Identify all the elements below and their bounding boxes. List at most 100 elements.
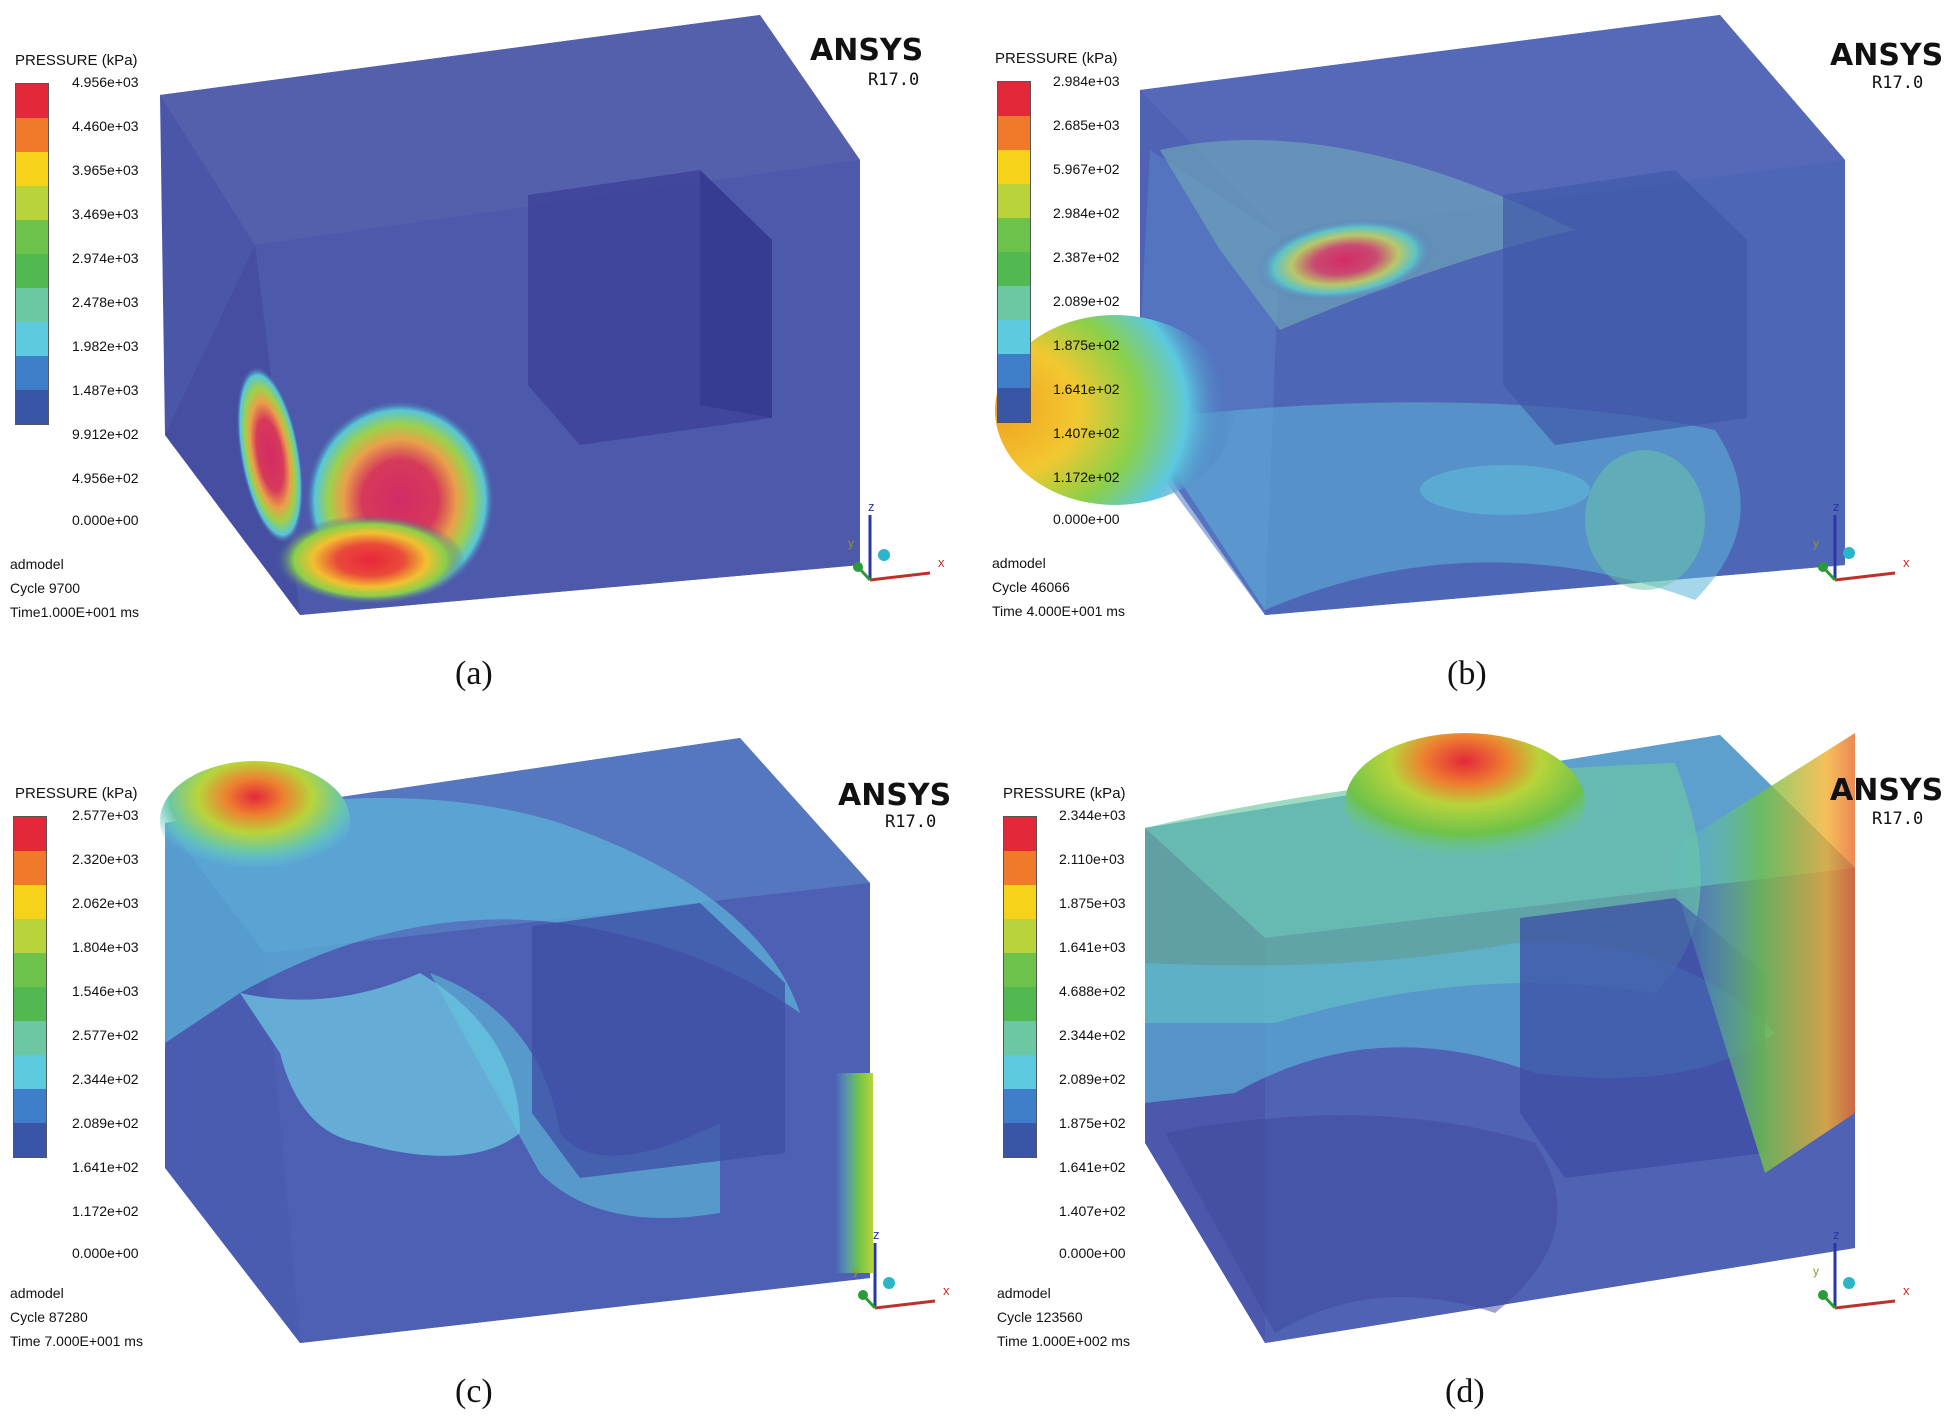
scale-tick: 2.478e+03 [72,294,139,310]
color-scale-bar [1003,816,1037,1158]
scale-tick: 2.577e+03 [72,807,139,823]
scale-tick: 1.875e+03 [1059,895,1126,911]
axis-x-label: x [938,555,945,570]
axis-z-label: z [1833,499,1840,514]
scale-tick: 2.974e+03 [72,250,139,266]
model-info: admodel Cycle 123560 Time 1.000E+002 ms [997,1281,1130,1353]
legend-title: PRESSURE (kPa) [995,50,1118,67]
cycle-label: Cycle 9700 [10,580,81,596]
scale-tick: 0.000e+00 [72,1245,139,1261]
version-label: R17.0 [1872,73,1924,93]
pressure-contour-scene-a [160,15,860,615]
cycle-label: Cycle 123560 [997,1309,1083,1325]
legend-title: PRESSURE (kPa) [1003,785,1126,802]
ansys-logo: ANSYS [810,33,924,68]
scale-tick: 1.407e+02 [1053,425,1120,441]
scale-tick: 2.089e+02 [1059,1071,1126,1087]
scale-tick: 1.172e+02 [72,1203,139,1219]
scale-tick: 2.344e+02 [72,1071,139,1087]
model-info: admodel Cycle 46066 Time 4.000E+001 ms [992,551,1125,623]
scale-tick: 5.967e+02 [1053,161,1120,177]
scale-tick: 1.641e+02 [1053,381,1120,397]
panel-b: PRESSURE (kPa) 2.984e+03 2.685e+03 5.967… [975,0,1950,713]
scale-tick: 2.577e+02 [72,1027,139,1043]
cycle-label: Cycle 46066 [992,579,1070,595]
scale-tick: 2.344e+03 [1059,807,1126,823]
scale-tick: 1.172e+02 [1053,469,1120,485]
scale-tick: 0.000e+00 [1053,511,1120,527]
model-name: admodel [992,555,1046,571]
scale-tick: 3.965e+03 [72,162,139,178]
axis-y-label: y [853,1264,859,1278]
scale-tick: 1.487e+03 [72,382,139,398]
figure-caption: (b) [1447,655,1487,692]
axis-triad-icon: z y x [1813,499,1910,582]
pressure-contour-scene-d [1145,733,1855,1343]
model-info: admodel Cycle 87280 Time 7.000E+001 ms [10,1281,143,1353]
legend-title: PRESSURE (kPa) [15,785,138,802]
figure-caption: (c) [455,1373,493,1410]
scale-tick: 0.000e+00 [1059,1245,1126,1261]
scale-tick: 2.110e+03 [1059,851,1125,867]
ansys-logo: ANSYS [1830,773,1944,808]
scale-tick: 1.407e+02 [1059,1203,1126,1219]
time-label: Time 1.000E+002 ms [997,1333,1130,1349]
scale-tick: 1.641e+02 [72,1159,139,1175]
figure-caption: (a) [455,655,493,692]
cycle-label: Cycle 87280 [10,1309,88,1325]
scale-tick: 1.875e+02 [1059,1115,1126,1131]
scale-tick: 1.982e+03 [72,338,139,354]
ansys-logo: ANSYS [1830,38,1944,73]
axis-z-label: z [1833,1227,1840,1242]
legend-title: PRESSURE (kPa) [15,52,138,69]
scale-tick: 2.984e+03 [1053,73,1120,89]
scale-tick: 1.641e+02 [1059,1159,1126,1175]
model-name: admodel [997,1285,1051,1301]
scale-tick: 1.804e+03 [72,939,139,955]
time-label: Time 7.000E+001 ms [10,1333,143,1349]
scale-tick: 2.089e+02 [1053,293,1120,309]
scale-tick: 9.912e+02 [72,426,139,442]
model-name: admodel [10,556,64,572]
model-info: admodel Cycle 9700 Time1.000E+001 ms [10,552,139,624]
scale-tick: 4.688e+02 [1059,983,1126,999]
color-scale-bar [997,81,1031,423]
color-scale-bar [15,83,49,425]
ansys-logo: ANSYS [838,778,952,813]
scale-tick: 2.320e+03 [72,851,139,867]
scale-tick: 2.387e+02 [1053,249,1120,265]
scale-tick: 1.641e+03 [1059,939,1126,955]
time-label: Time1.000E+001 ms [10,604,140,620]
axis-x-label: x [1903,1283,1910,1298]
axis-x-label: x [1903,555,1910,570]
version-label: R17.0 [885,812,937,832]
scale-tick: 1.875e+02 [1053,337,1120,353]
axis-triad-icon: z y x [853,1227,950,1310]
model-name: admodel [10,1285,64,1301]
axis-x-label: x [943,1283,950,1298]
axis-y-label: y [848,536,854,550]
pressure-contour-scene-b [995,15,1845,615]
color-scale-bar [13,816,47,1158]
scale-tick: 2.984e+02 [1053,205,1120,221]
panel-c: PRESSURE (kPa) 2.577e+03 2.320e+03 2.062… [0,713,975,1426]
time-label: Time 4.000E+001 ms [992,603,1125,619]
axis-y-label: y [1813,1264,1819,1278]
scale-tick: 4.956e+03 [72,74,139,90]
scale-tick: 3.469e+03 [72,206,139,222]
scale-tick: 4.956e+02 [72,470,139,486]
scale-tick: 2.685e+03 [1053,117,1120,133]
axis-z-label: z [873,1227,880,1242]
scale-tick: 2.344e+02 [1059,1027,1126,1043]
figure-caption: (d) [1445,1373,1485,1410]
panel-a: PRESSURE (kPa) 4.956e+03 4.460e+03 3.965… [0,0,975,713]
axis-y-label: y [1813,536,1819,550]
scale-tick: 4.460e+03 [72,118,139,134]
axis-z-label: z [868,499,875,514]
scale-tick: 0.000e+00 [72,512,139,528]
version-label: R17.0 [868,70,920,90]
axis-triad-icon: z y x [848,499,945,582]
panel-d: PRESSURE (kPa) 2.344e+03 2.110e+03 1.875… [975,713,1950,1426]
pressure-contour-scene-c [160,738,873,1343]
scale-tick: 2.089e+02 [72,1115,139,1131]
